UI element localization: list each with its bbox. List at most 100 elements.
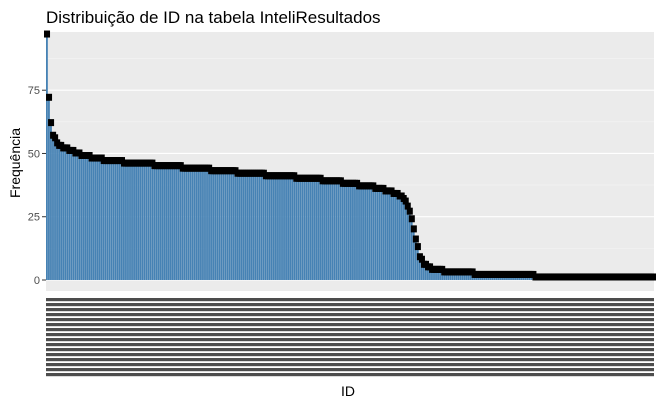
bar — [354, 183, 356, 280]
bar — [72, 150, 75, 280]
bar — [307, 178, 310, 280]
bar — [427, 267, 429, 280]
bar — [216, 171, 219, 280]
x-tick-label-band — [46, 333, 654, 337]
bar — [289, 176, 292, 280]
bar — [435, 269, 437, 280]
bar — [193, 168, 196, 280]
bar — [147, 163, 150, 280]
bar — [297, 178, 300, 280]
bar — [254, 173, 257, 280]
bar — [366, 186, 369, 280]
bar — [335, 181, 338, 280]
bar — [104, 161, 107, 280]
bar-value-label — [402, 197, 409, 205]
bar — [106, 161, 109, 280]
x-tick-label-band — [46, 338, 654, 342]
bar — [270, 176, 273, 280]
bar — [66, 148, 69, 280]
bar — [429, 267, 431, 280]
bar — [331, 181, 334, 280]
bar — [90, 158, 93, 280]
bar — [465, 272, 468, 280]
bar-value-label — [44, 30, 51, 38]
bar — [329, 181, 332, 280]
bar — [167, 166, 170, 280]
bar — [313, 178, 316, 280]
bar — [133, 163, 135, 280]
bar — [414, 239, 417, 280]
bar — [376, 188, 379, 280]
bar — [295, 178, 298, 280]
x-tick-label-band — [46, 358, 654, 362]
bar — [50, 123, 52, 280]
x-axis-tick-labels — [46, 298, 654, 377]
bar — [374, 188, 377, 280]
bar — [218, 171, 221, 280]
bar — [120, 161, 123, 280]
bar — [96, 158, 99, 280]
bar — [287, 176, 289, 280]
bar — [165, 166, 168, 280]
bar — [461, 272, 464, 280]
bar — [455, 272, 458, 280]
bar-value-label — [48, 119, 55, 127]
bar — [431, 269, 433, 280]
bar-value-label — [418, 255, 425, 263]
bar — [258, 173, 261, 280]
bar — [102, 161, 105, 280]
bar — [321, 181, 324, 280]
bar — [260, 173, 263, 280]
bar — [94, 158, 97, 280]
bar — [323, 181, 326, 280]
bar — [333, 181, 336, 280]
bar — [283, 176, 285, 280]
bar — [125, 163, 127, 280]
bar — [189, 168, 192, 280]
bar — [98, 158, 101, 280]
y-tick-label: 0 — [34, 275, 40, 287]
x-tick-label-band — [46, 373, 654, 377]
bar — [433, 269, 435, 280]
bar — [388, 191, 391, 280]
y-axis-ticks: 0 25 50 75 — [28, 85, 46, 287]
bar — [240, 173, 243, 280]
bar — [46, 34, 48, 281]
bar — [191, 168, 194, 280]
bar — [230, 171, 233, 280]
y-axis-title: Frequência — [7, 128, 23, 198]
bar — [179, 166, 182, 280]
bar — [177, 166, 180, 280]
x-tick-label-band — [46, 308, 654, 312]
bar — [384, 191, 387, 280]
bar — [386, 191, 389, 280]
bar — [127, 163, 129, 280]
bar — [161, 166, 164, 280]
y-tick-label: 25 — [28, 212, 40, 224]
x-tick-label-band — [46, 353, 654, 357]
bar — [341, 183, 344, 280]
bar — [364, 186, 367, 280]
bar — [187, 168, 190, 280]
bar — [52, 135, 54, 280]
bar — [319, 178, 322, 280]
bar-value-label — [52, 134, 59, 142]
x-tick-label-band — [46, 368, 654, 372]
bar — [439, 269, 441, 280]
bar — [437, 269, 439, 280]
bar — [339, 181, 342, 280]
bar — [445, 272, 448, 280]
bar — [163, 166, 166, 280]
bar — [406, 206, 409, 280]
bar — [303, 178, 306, 280]
bar — [58, 145, 60, 280]
bar — [410, 219, 413, 280]
bar — [64, 148, 67, 280]
bar — [80, 156, 83, 280]
bar — [195, 168, 198, 280]
bar — [68, 150, 71, 280]
bar — [305, 178, 308, 280]
bar — [293, 176, 296, 280]
bar — [224, 171, 227, 280]
